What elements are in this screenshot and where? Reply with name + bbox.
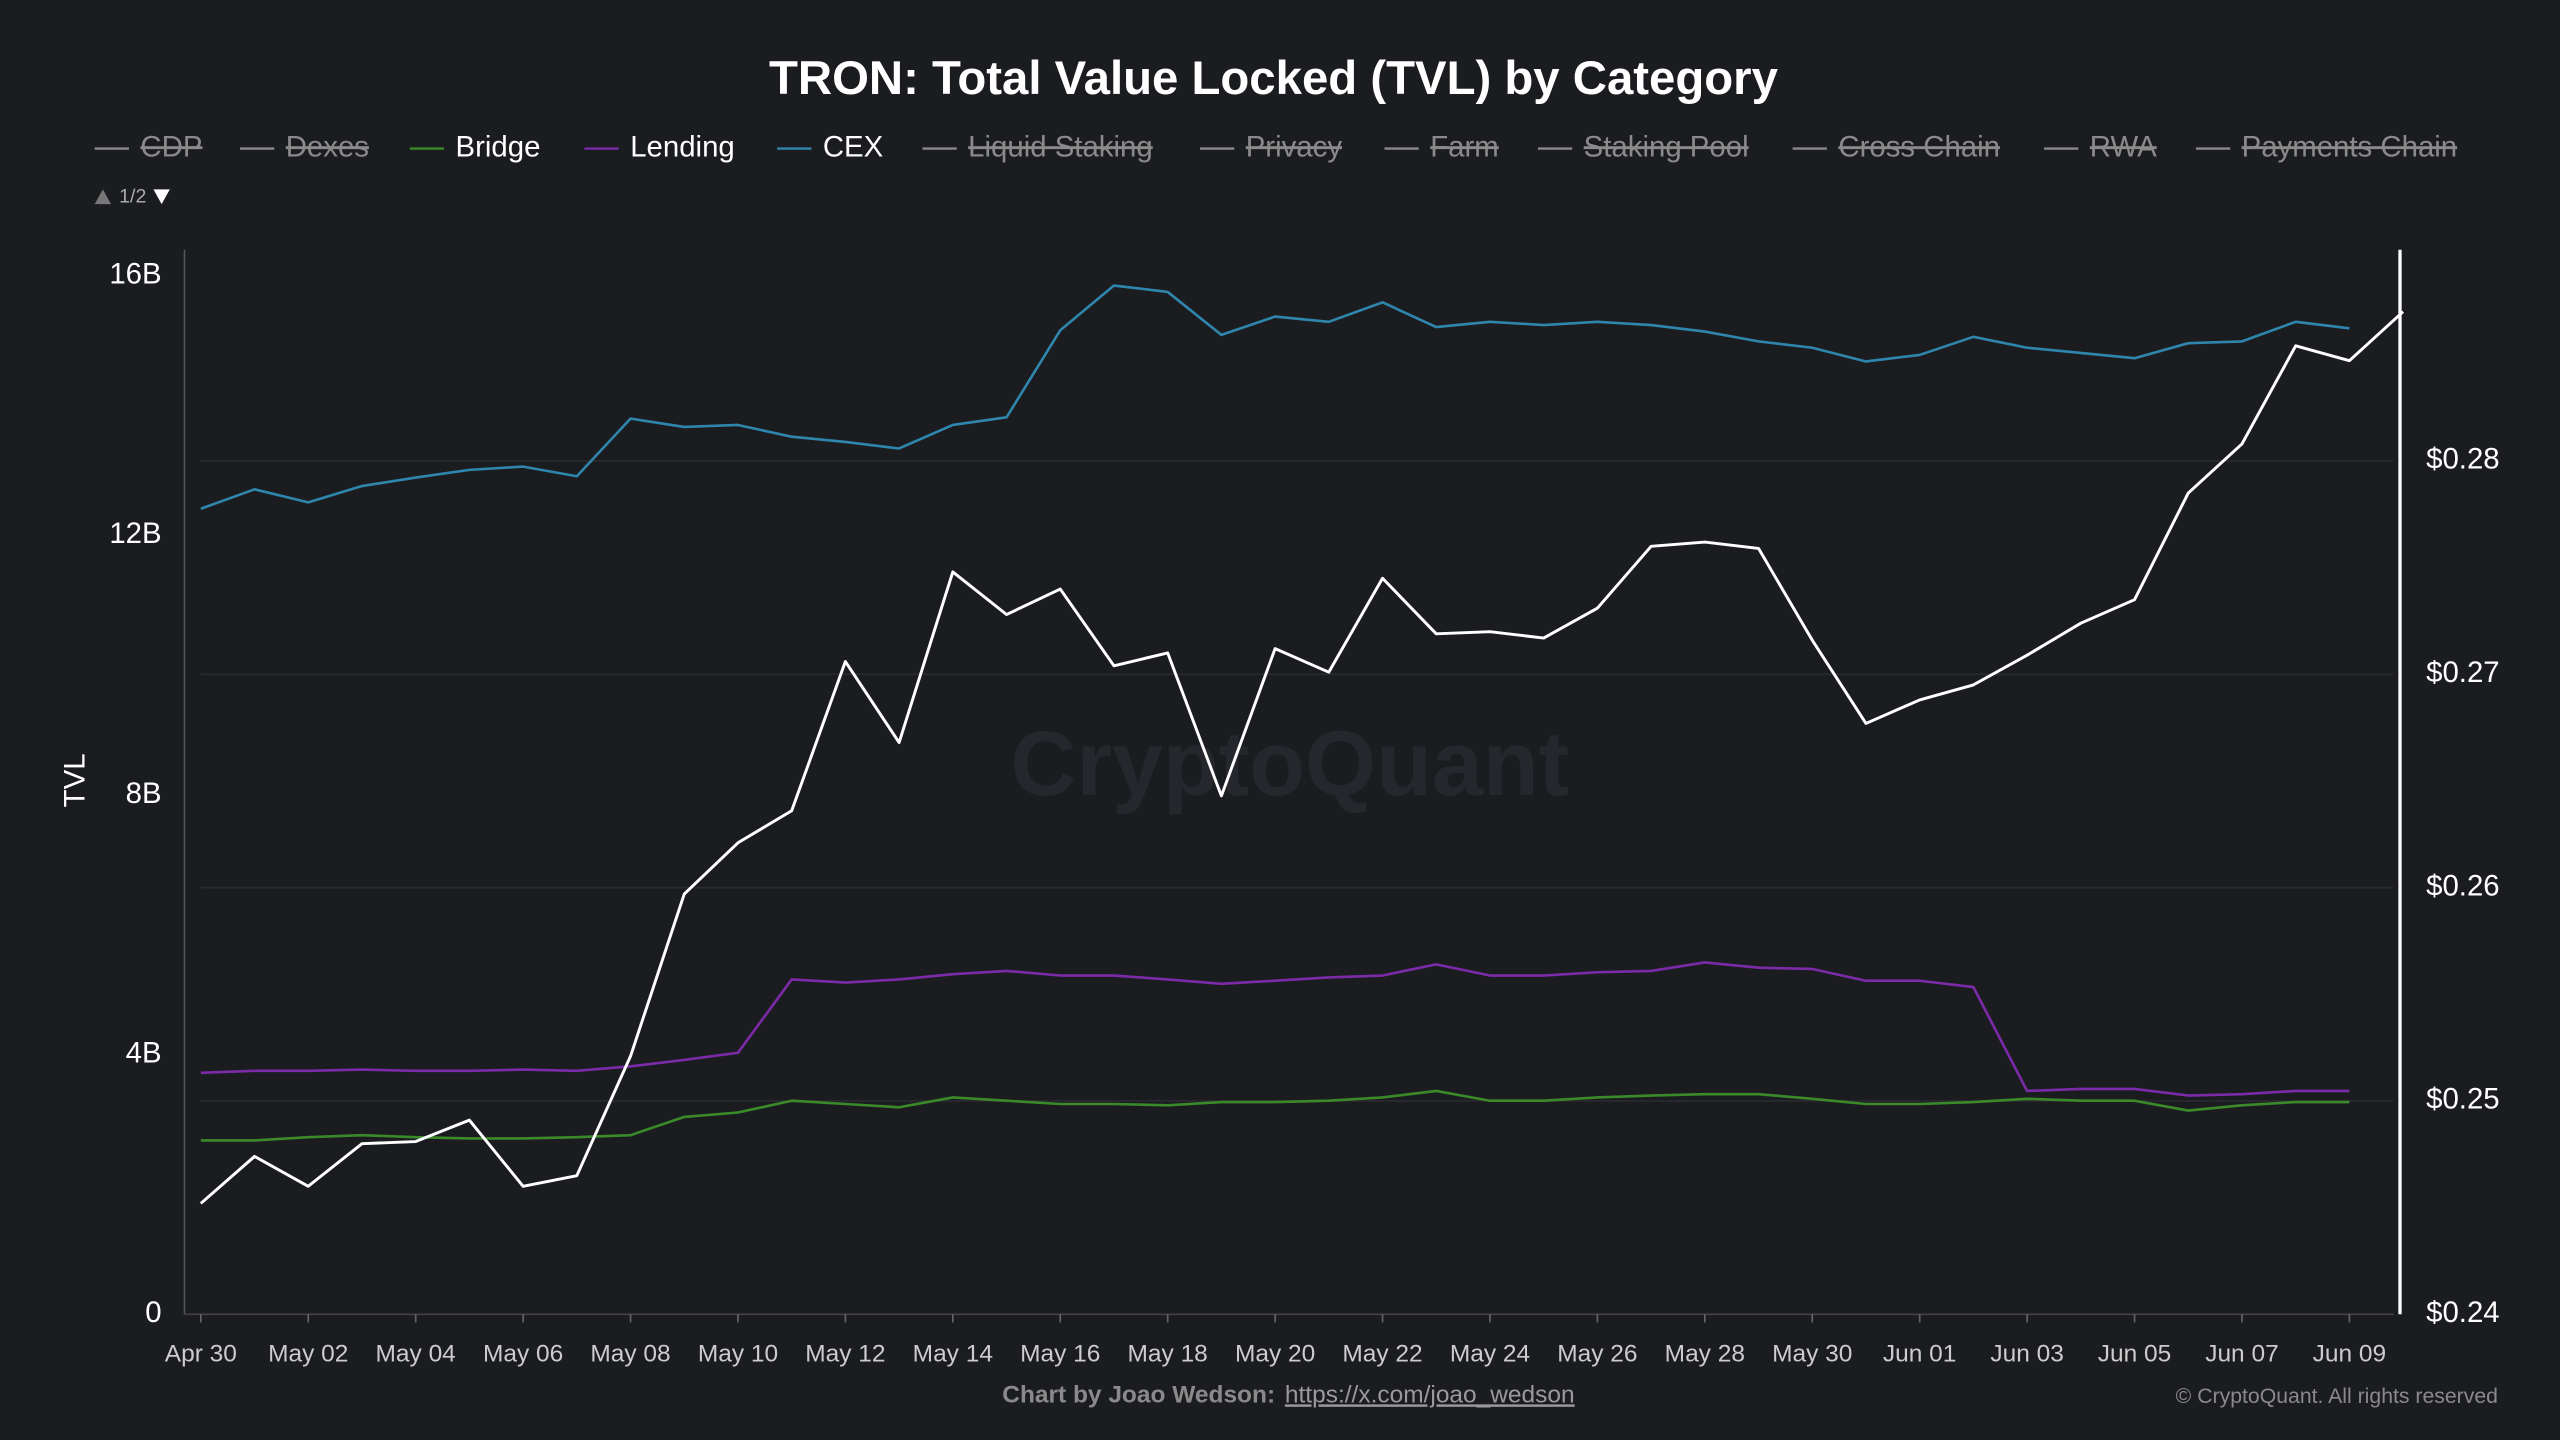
x-tick-label: May 20 <box>1235 1341 1315 1368</box>
y-axis-label: TVL <box>59 753 92 807</box>
x-tick-label: May 04 <box>376 1341 456 1368</box>
x-tick-label: May 24 <box>1450 1341 1530 1368</box>
legend-label: Bridge <box>456 130 541 163</box>
legend-label: Payments Chain <box>2242 130 2458 163</box>
x-tick-label: Apr 30 <box>165 1341 237 1368</box>
legend-label: RWA <box>2090 130 2157 163</box>
pager-label: 1/2 <box>119 186 146 208</box>
x-tick-label: May 08 <box>590 1341 670 1368</box>
legend-label: Farm <box>1430 130 1499 163</box>
y-tick-label: 0 <box>145 1296 161 1329</box>
legend-label: CEX <box>823 130 883 163</box>
x-tick-label: Jun 03 <box>1990 1341 2063 1368</box>
x-tick-label: May 26 <box>1557 1341 1637 1368</box>
legend-label: Lending <box>630 130 735 163</box>
x-tick-label: May 02 <box>268 1341 348 1368</box>
pager-down[interactable] <box>153 189 170 205</box>
series-line <box>200 284 2350 510</box>
y2-tick-label: $0.25 <box>2426 1083 2500 1116</box>
y2-tick-label: $0.28 <box>2426 443 2500 476</box>
x-tick-label: Jun 01 <box>1883 1341 1956 1368</box>
legend-label: Staking Pool <box>1584 130 1749 163</box>
y2-tick-label: $0.27 <box>2426 656 2500 689</box>
y2-tick-label: $0.24 <box>2426 1296 2500 1329</box>
price-line <box>199 310 2405 1205</box>
x-tick-label: May 14 <box>913 1341 993 1368</box>
legend-label: CDP <box>140 130 202 163</box>
x-tick-label: May 06 <box>483 1341 563 1368</box>
x-tick-label: May 22 <box>1342 1341 1422 1368</box>
x-tick-label: Jun 05 <box>2098 1341 2171 1368</box>
x-tick-label: Jun 07 <box>2205 1341 2278 1368</box>
x-tick-label: Jun 09 <box>2313 1341 2386 1368</box>
x-tick-label: May 12 <box>805 1341 885 1368</box>
x-tick-label: May 18 <box>1128 1341 1208 1368</box>
watermark: CryptoQuant <box>1011 713 1570 815</box>
legend-pager[interactable]: 1/2 <box>94 186 170 208</box>
y-tick-label: 8B <box>126 777 162 810</box>
series-line <box>200 961 2350 1097</box>
y2-tick-label: $0.26 <box>2426 869 2500 902</box>
copyright: © CryptoQuant. All rights reserved <box>2176 1385 2498 1408</box>
legend-label: Cross Chain <box>1838 130 2000 163</box>
footer-credit: Chart by Joao Wedson: <box>1002 1381 1275 1408</box>
legend-label: Liquid Staking <box>968 130 1153 163</box>
y-tick-label: 4B <box>126 1036 162 1069</box>
legend-label: Privacy <box>1246 130 1343 163</box>
y-tick-label: 12B <box>109 517 161 550</box>
legend-label: Dexes <box>286 130 369 163</box>
x-tick-label: May 16 <box>1020 1341 1100 1368</box>
x-tick-label: May 10 <box>698 1341 778 1368</box>
series-line <box>200 1089 2350 1142</box>
y-tick-label: 16B <box>109 258 161 291</box>
x-tick-label: May 28 <box>1665 1341 1745 1368</box>
footer-link[interactable]: https://x.com/joao_wedson <box>1285 1381 1575 1408</box>
x-tick-label: May 30 <box>1772 1341 1852 1368</box>
chart-title: TRON: Total Value Locked (TVL) by Catego… <box>769 52 1779 105</box>
pager-up[interactable] <box>94 189 112 205</box>
